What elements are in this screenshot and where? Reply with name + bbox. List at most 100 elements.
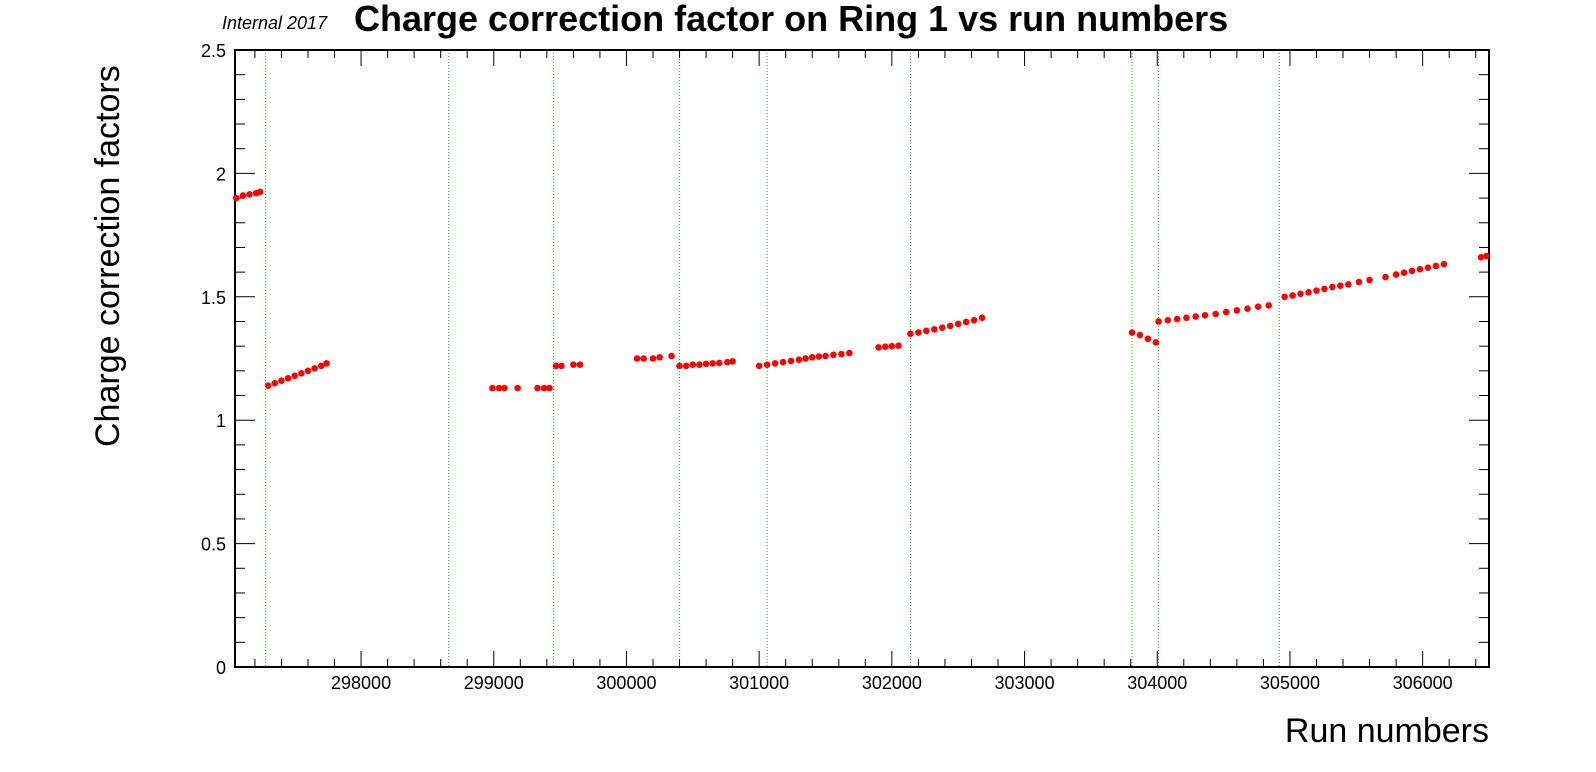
data-point [501, 384, 508, 392]
data-point [1244, 305, 1251, 312]
data-point [1173, 315, 1181, 323]
data-point [495, 384, 503, 392]
data-point [1329, 283, 1336, 291]
data-point [1152, 339, 1160, 346]
data-point [946, 322, 954, 330]
data-point [246, 191, 253, 198]
data-point [808, 353, 816, 361]
data-point [1164, 316, 1172, 324]
data-point [1128, 329, 1136, 336]
data-point [640, 355, 648, 362]
x-tick-label: 305000 [1260, 673, 1320, 693]
data-point [895, 342, 902, 349]
data-point [1408, 267, 1416, 275]
data-point [1265, 302, 1273, 309]
data-point [716, 359, 723, 367]
data-point [514, 384, 521, 392]
data-point [1281, 293, 1288, 301]
y-tick-label: 1.5 [201, 288, 226, 308]
x-tick-label: 304000 [1127, 673, 1187, 693]
data-point [1483, 252, 1490, 260]
data-point [724, 358, 731, 366]
chart-title: Charge correction factor on Ring 1 vs ru… [354, 0, 1228, 39]
vertical-reference-lines [265, 50, 1280, 667]
data-point [682, 362, 690, 370]
data-point [558, 362, 565, 370]
x-axis-label: Run numbers [1285, 712, 1489, 750]
data-point [755, 362, 763, 370]
data-point [709, 360, 717, 367]
data-point [1297, 290, 1304, 298]
data-point [1432, 262, 1440, 270]
data-point [256, 188, 264, 196]
data-point [838, 350, 845, 358]
x-tick-label: 306000 [1393, 673, 1453, 693]
data-point [1416, 265, 1424, 273]
data-point [1477, 254, 1485, 261]
data-point [962, 318, 970, 326]
data-point [284, 374, 292, 382]
data-point [534, 384, 541, 392]
data-point [795, 356, 803, 364]
data-point [931, 326, 938, 333]
data-point [1212, 310, 1219, 318]
data-point [830, 351, 837, 359]
data-point [1382, 273, 1389, 281]
y-tick-label: 2.5 [201, 41, 226, 61]
data-point [1321, 285, 1328, 293]
data-point [787, 357, 795, 365]
data-point [729, 358, 736, 365]
data-point [1155, 318, 1162, 325]
data-point [264, 382, 272, 389]
data-point [546, 384, 553, 392]
y-tick-label: 0.5 [201, 535, 226, 555]
data-point [907, 330, 914, 338]
data-point [540, 384, 548, 392]
data-point [1254, 303, 1262, 310]
data-point [656, 353, 663, 361]
data-point [1222, 308, 1230, 316]
data-point [1355, 278, 1363, 286]
data-point [815, 353, 823, 360]
x-tick-label: 301000 [729, 673, 789, 693]
x-tick-label: 300000 [596, 673, 656, 693]
data-point [702, 360, 710, 368]
x-tick-label: 299000 [464, 673, 524, 693]
data-point [1345, 281, 1352, 288]
data-point [317, 362, 325, 370]
internal-tag: Internal 2017 [222, 13, 328, 33]
data-point [1366, 276, 1373, 284]
data-point [311, 365, 318, 372]
plot-frame [234, 49, 1490, 668]
x-tick-label: 303000 [995, 673, 1055, 693]
data-point [954, 320, 962, 328]
x-tick-labels: 298000 299000 300000 301000 302000 303000 3040… [331, 673, 1453, 693]
data-point [570, 361, 577, 368]
data-point [779, 358, 787, 366]
data-point [233, 194, 240, 202]
x-tick-label: 302000 [862, 673, 922, 693]
data-point [271, 379, 279, 387]
data-point [771, 360, 779, 367]
data-point [802, 355, 809, 362]
data-point [1440, 260, 1448, 268]
y-tick-labels: 0 0.5 1 1.5 2 2.5 [201, 41, 226, 678]
data-point [239, 192, 247, 199]
y-tick-label: 1 [216, 411, 226, 431]
data-point [552, 362, 560, 370]
y-tick-label: 2 [216, 164, 226, 184]
data-point [923, 327, 930, 335]
data-point [668, 352, 675, 360]
data-point [846, 349, 853, 357]
data-point [875, 344, 882, 351]
data-points [233, 188, 1490, 392]
data-point [489, 384, 496, 392]
data-point [1305, 289, 1312, 296]
data-point [822, 352, 829, 360]
data-point [1400, 269, 1408, 276]
x-tick-label: 298000 [331, 673, 391, 693]
data-point [763, 361, 771, 368]
data-point [676, 362, 683, 370]
axis-ticks [235, 49, 1489, 668]
data-point [278, 377, 285, 385]
